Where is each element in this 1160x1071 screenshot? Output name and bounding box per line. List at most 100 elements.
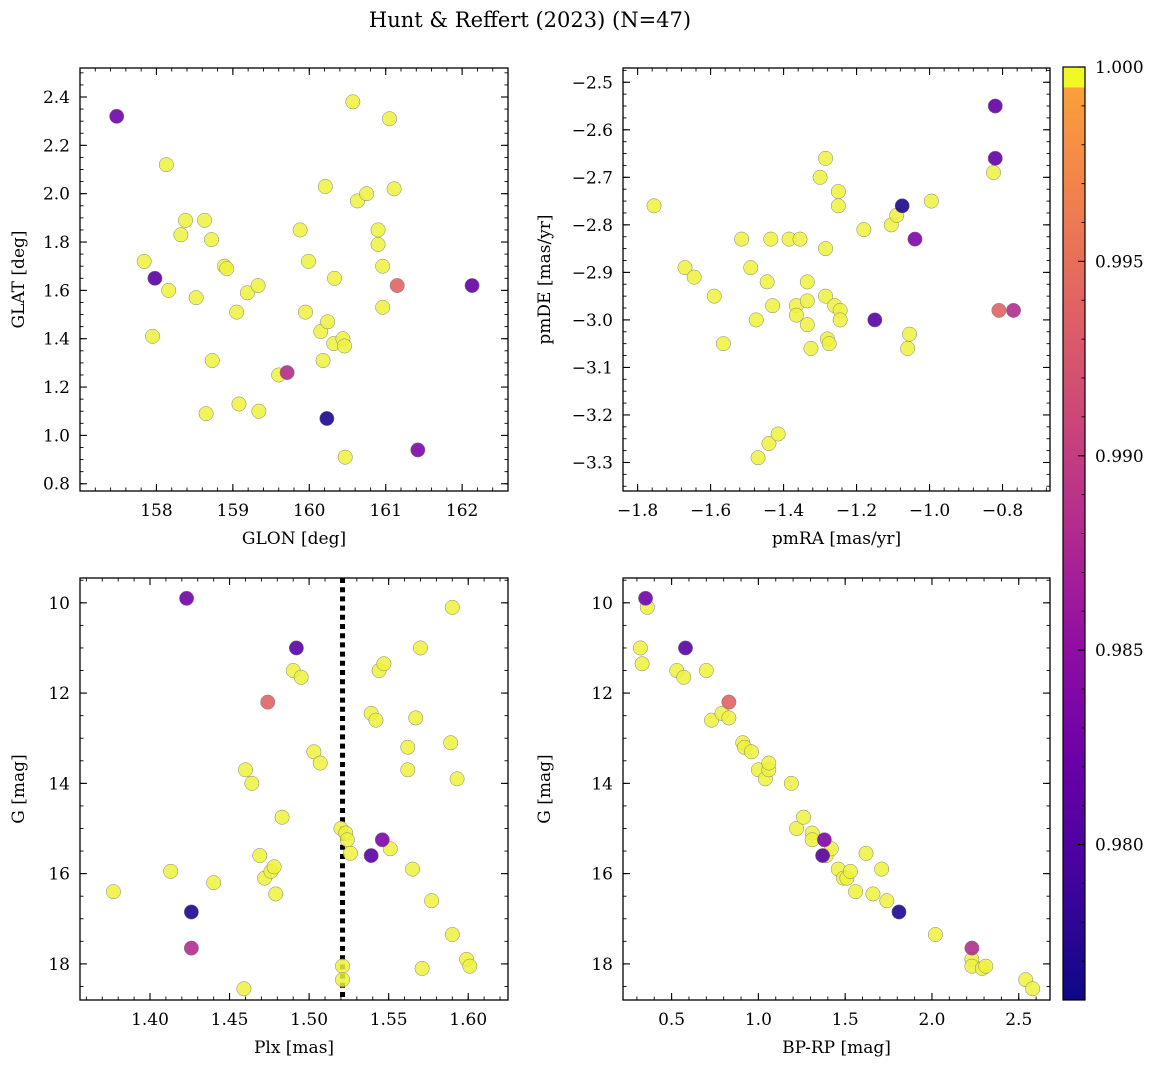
scatter-point (274, 809, 290, 825)
y-tick-label: −2.5 (572, 73, 613, 93)
colorbar-top-segment (1063, 67, 1085, 88)
scatter-point (183, 904, 199, 920)
scatter-point (178, 212, 193, 228)
x-axis-label: GLON [deg] (242, 529, 346, 549)
x-tick-label: 1.0 (745, 1010, 772, 1030)
scatter-point (706, 288, 722, 304)
axes-frame (622, 577, 1051, 1001)
scatter-point (312, 755, 328, 771)
scatter-point (109, 108, 125, 124)
scatter-point (698, 663, 714, 678)
scatter-point (770, 426, 786, 442)
y-tick-label: −3.3 (572, 453, 613, 473)
scatter-point (288, 640, 304, 656)
scatter-point (799, 274, 815, 290)
scatter-point (335, 958, 350, 974)
scatter-point (413, 640, 428, 656)
scatter-point (812, 169, 828, 185)
scatter-point (704, 712, 719, 728)
scatter-point (444, 599, 460, 615)
y-tick-label: 2.0 (43, 185, 70, 205)
scatter-point (818, 288, 834, 304)
y-axis-label: GLAT [deg] (9, 230, 29, 328)
scatter-point (799, 293, 815, 309)
y-tick-label: 18 (591, 955, 613, 975)
y-tick-label: 10 (591, 594, 613, 614)
scatter-point (900, 340, 916, 356)
y-tick-label: 1.4 (43, 330, 70, 350)
scatter-point (792, 231, 808, 247)
scatter-point (105, 884, 121, 900)
scatter-point (750, 450, 766, 466)
x-tick-label: 161 (369, 501, 401, 521)
scatter-point (382, 111, 397, 127)
scatter-point (721, 710, 737, 726)
scatter-point (865, 886, 881, 902)
scatter-point (874, 861, 890, 877)
y-tick-label: 18 (48, 955, 70, 975)
scatter-point (789, 821, 805, 836)
scatter-point (337, 449, 353, 465)
panel-pmra-pmde: −1.8 −1.6 −1.4 −1.2 −1.0 −0.8 −3.3 −3.2 −3.1 −3.0… (535, 67, 1051, 549)
scatter-point (414, 960, 430, 976)
scatter-point (985, 165, 1001, 181)
scatter-point (219, 261, 235, 277)
scatter-point (462, 958, 478, 974)
scatter-point (251, 403, 267, 419)
scatter-point (405, 861, 420, 877)
scatter-point (634, 656, 650, 672)
panels: 158 159 160 161 162 0.8 1.0 1.2 1.4 1.6 1.8 2.0 2.2 2… (9, 67, 1051, 1058)
x-tick-label: 1.45 (211, 1010, 249, 1030)
scatter-point (721, 694, 737, 710)
scatter-point (163, 863, 179, 879)
panel-plx-g: 1.40 1.45 1.50 1.55 1.60 10 12 14 16 18 Plx [mas] G… (9, 577, 509, 1058)
scatter-point (339, 832, 355, 848)
scatter-point (260, 694, 276, 710)
y-tick-label: 1.8 (43, 233, 70, 253)
x-tick-label: 2.5 (1005, 1010, 1032, 1030)
scatter-point (386, 181, 402, 197)
y-axis-label: pmDE [mas/yr] (535, 214, 555, 344)
scatter-point (783, 775, 799, 791)
scatter-point (363, 848, 379, 864)
scatter-point (376, 656, 392, 672)
scatter-point (748, 312, 764, 328)
scatter-point (799, 317, 815, 333)
axes-frame (79, 67, 509, 492)
scatter-points (632, 590, 1041, 997)
y-tick-label: 2.2 (43, 136, 70, 156)
scatter-point (1006, 302, 1021, 318)
scatter-point (239, 285, 255, 301)
y-tick-label: 14 (48, 774, 70, 794)
scatter-point (991, 302, 1007, 318)
scatter-point (715, 336, 731, 352)
y-tick-label: 0.8 (43, 475, 70, 495)
scatter-points (109, 94, 480, 465)
scatter-point (907, 231, 923, 247)
x-tick-label: 1.5 (832, 1010, 859, 1030)
scatter-point (677, 260, 693, 276)
scatter-point (987, 150, 1003, 166)
scatter-point (293, 669, 309, 685)
scatter-points (646, 98, 1021, 466)
scatter-point (803, 340, 819, 356)
scatter-point (858, 845, 874, 861)
scatter-point (867, 312, 883, 328)
scatter-point (375, 299, 391, 315)
scatter-points (105, 590, 478, 997)
scatter-point (842, 863, 858, 879)
scatter-point (368, 712, 384, 728)
scatter-point (743, 260, 759, 276)
colorbar-tick-label: 0.985 (1095, 641, 1144, 661)
scatter-point (158, 157, 174, 173)
y-axis-label: G [mag] (9, 754, 29, 823)
scatter-point (424, 893, 440, 909)
scatter-point (317, 178, 333, 194)
scatter-point (197, 212, 213, 228)
scatter-point (761, 755, 777, 771)
scatter-point (173, 227, 189, 243)
scatter-point (763, 231, 779, 247)
scatter-point (765, 298, 781, 314)
scatter-point (978, 958, 994, 974)
